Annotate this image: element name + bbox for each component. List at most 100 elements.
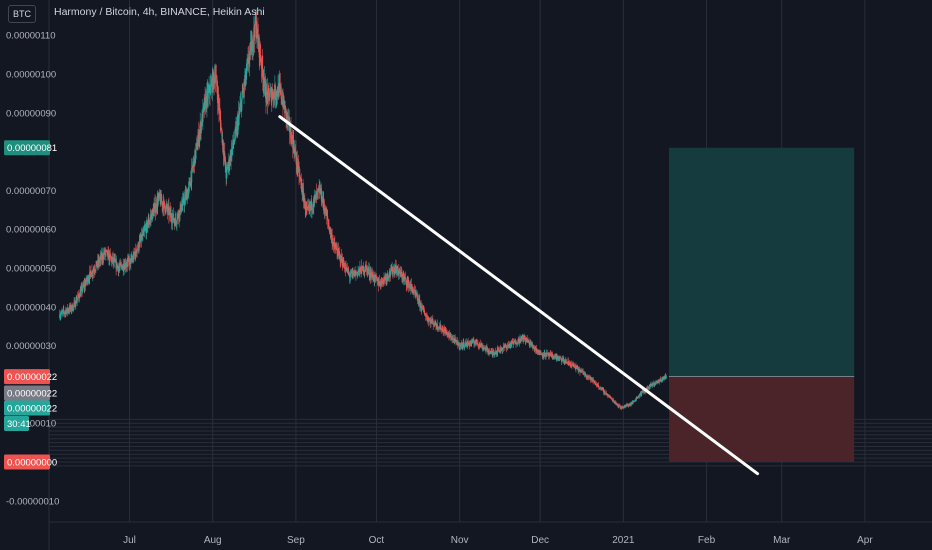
symbol-badge[interactable]: BTC: [8, 5, 36, 23]
candle-body: [447, 334, 449, 336]
candle-body: [493, 352, 495, 354]
candle-body: [548, 353, 550, 357]
candle-body: [570, 365, 573, 367]
candle-body: [128, 258, 131, 266]
candle-body: [525, 339, 527, 342]
candle-body: [476, 341, 478, 345]
candle-body: [451, 337, 454, 340]
candle-body: [487, 348, 489, 352]
candle-body: [472, 339, 475, 343]
time-tick-label: Jul: [123, 535, 136, 546]
trendline-group[interactable]: [278, 115, 760, 476]
candle-body: [629, 404, 631, 406]
candle-body: [650, 384, 652, 387]
candle-body: [355, 271, 357, 275]
candle-body: [400, 271, 402, 277]
candle-body: [64, 311, 66, 313]
candle-body: [117, 265, 119, 268]
target-zone[interactable]: [668, 147, 855, 377]
candle-body: [327, 216, 329, 221]
candle-body: [297, 168, 299, 170]
candle-body: [94, 269, 97, 271]
candle-body: [449, 336, 451, 338]
candle-body: [113, 259, 115, 263]
candle-body: [405, 277, 407, 280]
price-tick-label: 0.00000110: [6, 31, 56, 42]
time-tick-label: Dec: [531, 535, 549, 546]
candle-body: [498, 349, 500, 351]
candle-body: [623, 406, 625, 408]
candle-body: [478, 345, 480, 347]
candle-body: [389, 274, 391, 276]
candle-body: [102, 254, 104, 260]
candle-body: [176, 220, 178, 224]
candle-body: [379, 281, 381, 286]
candle-body: [281, 98, 283, 101]
candle-body: [587, 375, 589, 378]
candle-body: [86, 279, 88, 282]
candle-body: [341, 258, 343, 266]
candle-body: [449, 333, 451, 337]
candle-body: [488, 350, 490, 353]
candle-body: [144, 228, 146, 230]
candle-body: [302, 187, 304, 191]
candle-body: [222, 149, 225, 156]
candle-body: [192, 163, 195, 168]
candle-body: [135, 248, 137, 253]
candle-body: [549, 353, 551, 357]
candle-body: [323, 207, 326, 214]
price-tick-label: 0.00000070: [6, 186, 56, 197]
candle-body: [655, 383, 657, 385]
candle-body: [298, 166, 300, 177]
candle-body: [541, 354, 543, 355]
candle-body: [565, 361, 568, 363]
candle-body: [440, 325, 442, 331]
candle-body: [463, 346, 465, 348]
candle-body: [359, 266, 361, 270]
candle-body: [226, 168, 228, 179]
candle-body: [128, 258, 130, 261]
candle-body: [614, 402, 616, 404]
candle-body: [431, 321, 433, 323]
candle-body: [161, 201, 163, 207]
candle-body: [399, 269, 401, 273]
candle-body: [427, 318, 429, 322]
candle-body: [637, 397, 639, 399]
candle-body: [162, 200, 165, 210]
candle-body: [300, 181, 302, 184]
candle-body: [384, 276, 386, 281]
trendline[interactable]: [278, 115, 760, 476]
stop-zone[interactable]: [668, 376, 855, 462]
candle-body: [367, 268, 369, 271]
candle-body: [269, 90, 271, 92]
candle-body: [544, 352, 546, 357]
candle-body: [75, 299, 77, 307]
candle-body: [457, 344, 459, 347]
price-tick-label: 0.00000100: [6, 70, 56, 81]
candle-body: [638, 396, 640, 398]
candle-body: [309, 205, 311, 209]
price-tick-label: 0.00000010: [6, 419, 56, 430]
candle-body: [255, 16, 257, 23]
candle-body: [109, 253, 111, 256]
candle-body: [520, 337, 522, 339]
candle-body: [387, 277, 390, 279]
candle-body: [248, 55, 250, 64]
candle-body: [512, 341, 514, 344]
candle-body: [242, 91, 244, 94]
candle-body: [148, 222, 150, 225]
prev-close-tag: 0.00000022: [4, 400, 57, 416]
candle-body: [545, 356, 547, 358]
candle-body: [473, 342, 475, 344]
candle-body: [337, 248, 339, 252]
candle-body: [131, 257, 133, 260]
candle-body: [526, 337, 528, 339]
candle-body: [340, 261, 342, 263]
candle-body: [60, 315, 62, 317]
candle-body: [400, 271, 403, 275]
candle-body: [328, 226, 331, 232]
candle-body: [213, 72, 215, 77]
candle-body: [152, 209, 154, 211]
candle-body: [63, 311, 65, 313]
